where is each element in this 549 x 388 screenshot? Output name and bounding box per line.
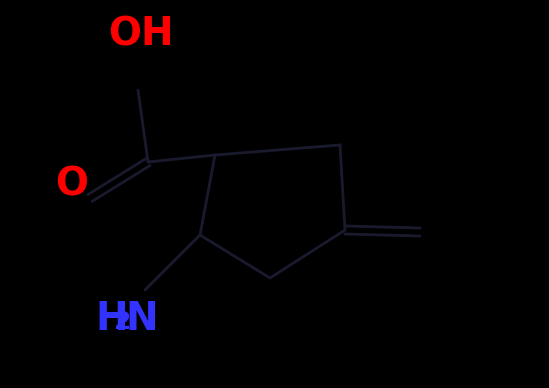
Text: OH: OH [108,15,173,53]
Text: N: N [125,300,158,338]
Text: O: O [55,166,88,204]
Text: 2: 2 [114,310,131,334]
Text: H: H [95,300,127,338]
